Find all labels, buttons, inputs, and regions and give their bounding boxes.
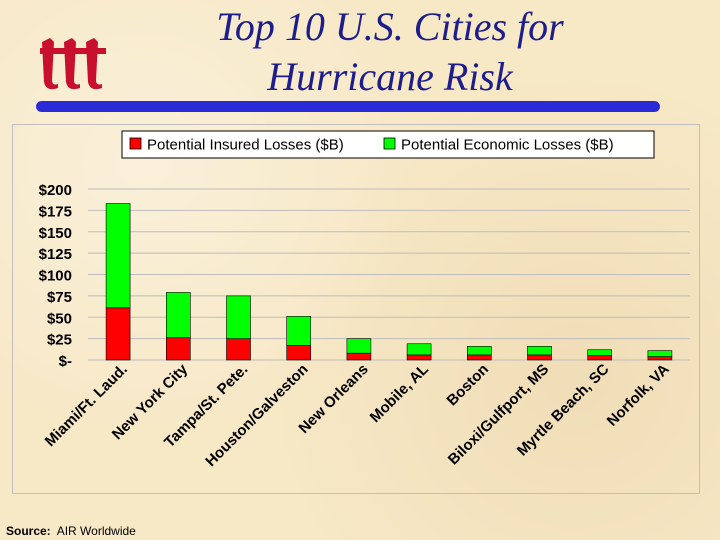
y-tick-label: $100 [39,268,72,285]
y-axis: $- $25 $50 $75 $100 $125 $150 $175 $200 [39,182,72,370]
bar-economic [406,343,432,356]
legend-label: Potential Economic Losses ($B) [401,137,614,154]
bar-economic [346,338,372,354]
x-tick-label: Mobile, AL [367,361,432,426]
y-tick-label: $75 [47,289,72,306]
bar-economic [286,316,312,346]
bar-insured [166,337,191,361]
bar-insured [647,356,673,361]
y-tick-label: $175 [39,203,72,220]
bar-economic [527,346,552,356]
bar-insured [286,345,312,361]
bar-insured [466,354,492,361]
source-value: AIR Worldwide [56,524,136,538]
title-underline-bar [36,101,660,112]
legend-label: Potential Insured Losses ($B) [147,137,344,154]
bar-economic [647,350,673,357]
bar-insured [105,307,131,361]
bar-insured [226,338,251,361]
y-tick-label: $200 [39,182,72,199]
y-tick-label: $150 [39,225,72,242]
bar-economic [105,203,131,309]
legend-swatch [383,137,396,150]
bar-economic [226,295,251,339]
source-note: Source: AIR Worldwide [6,524,136,538]
x-tick-label: Norfolk, VA [604,361,673,430]
chart-legend: Potential Insured Losses ($B) Potential E… [121,130,655,159]
slide-title: Top 10 U.S. Cities for Hurricane Risk [216,4,564,99]
x-tick-label: Biloxi/Gulfport, MS [445,361,552,468]
y-tick-label: $50 [47,310,72,327]
x-tick-label: Houston/Galveston [202,361,311,470]
legend-swatch [129,137,142,150]
bar-insured [587,355,613,361]
source-label: Source: [6,524,51,538]
chart-bars [105,203,673,361]
chart-frame [12,124,700,494]
bar-insured [406,354,432,361]
y-tick-label: $- [59,353,72,370]
iii-logo [40,38,106,90]
bar-economic [587,349,613,357]
bar-economic [166,292,191,339]
bar-insured [527,354,552,361]
y-tick-label: $25 [47,332,72,349]
bar-economic [466,346,492,356]
x-tick-label: Boston [444,361,493,410]
bar-insured [346,352,372,361]
y-tick-label: $125 [39,246,72,263]
